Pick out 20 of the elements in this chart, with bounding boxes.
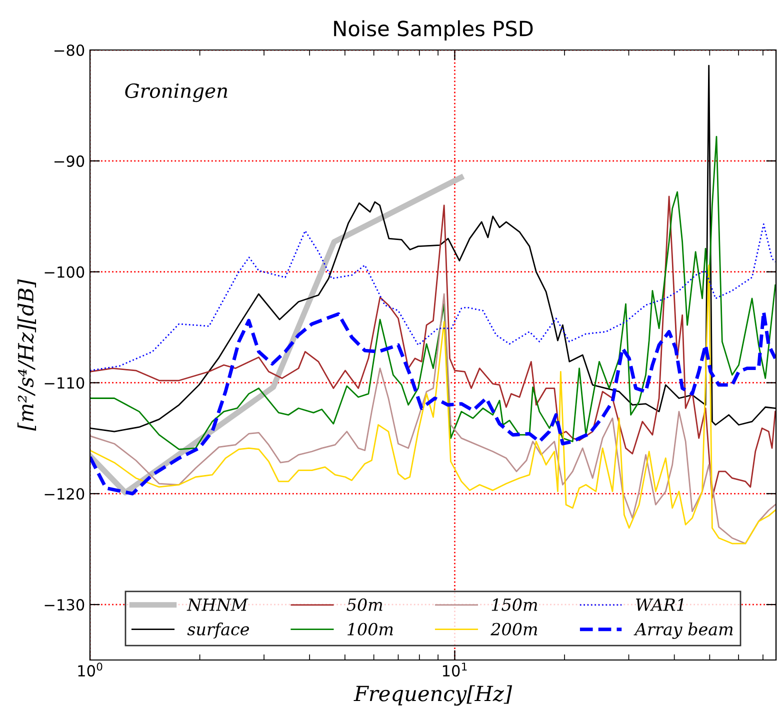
y-tick-label: −80 [54, 44, 84, 56]
legend-label: WAR1 [636, 598, 684, 611]
y-tick-label: −90 [54, 155, 84, 167]
y-axis-title: [m²/s⁴/Hz][dB] [17, 279, 36, 431]
legend-label: 100m [348, 622, 393, 636]
x-axis-title: Frequency[Hz] [354, 685, 512, 706]
chart-title: Noise Samples PSD [334, 20, 533, 40]
x-tick-label: 10$^{0}$ [78, 662, 102, 677]
legend-label: NHNM [186, 598, 248, 611]
legend-label: 50m [346, 598, 382, 611]
legend-label: Array beam [634, 622, 733, 639]
legend-label: 200m [490, 622, 538, 636]
y-tick-label: −110 [44, 377, 84, 389]
x-tick-label: 10$^{1}$ [442, 662, 467, 677]
legend-label: surface [187, 622, 249, 639]
annotation: Groningen [125, 83, 228, 102]
y-tick-label: −120 [44, 488, 84, 500]
legend-label: 150m [492, 598, 538, 611]
y-tick-label: −130 [44, 599, 84, 611]
y-tick-label: −100 [44, 266, 84, 278]
